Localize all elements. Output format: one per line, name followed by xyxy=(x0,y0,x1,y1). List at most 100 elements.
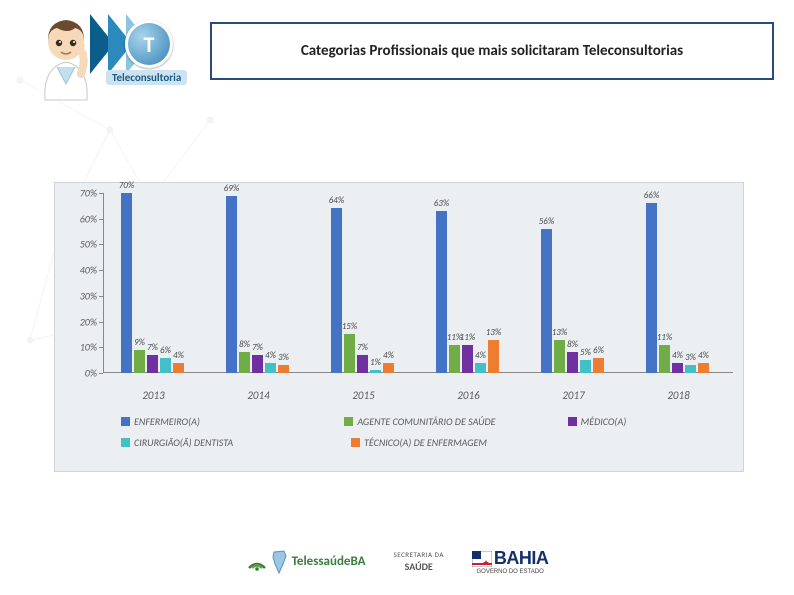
footer-logo-bahia: BAHIA GOVERNO DO ESTADO xyxy=(472,548,549,575)
bar-value-label: 56% xyxy=(539,216,555,227)
brand-label: Teleconsultoria xyxy=(106,70,187,85)
bar xyxy=(685,365,696,373)
legend-label: MÉDICO(A) xyxy=(581,415,627,428)
bar xyxy=(160,358,171,373)
y-tick xyxy=(99,244,103,245)
y-tick-label: 20% xyxy=(57,315,97,328)
plot-area: 0%10%20%30%40%50%60%70%201370%9%7%6%4%20… xyxy=(103,193,733,373)
legend-swatch xyxy=(344,417,353,426)
x-axis xyxy=(103,372,733,373)
legend-swatch xyxy=(121,438,130,447)
legend: ENFERMEIRO(A) AGENTE COMUNITÁRIO DE SAÚDE… xyxy=(121,415,761,457)
legend-item: CIRURGIÃO(Ã) DENTISTA xyxy=(121,436,321,449)
y-tick xyxy=(99,193,103,194)
doctor-avatar-icon xyxy=(35,12,97,102)
teleconsultoria-badge-icon: T xyxy=(125,20,173,68)
brand-logo: T Teleconsultoria xyxy=(30,14,230,104)
bar xyxy=(580,360,591,373)
bar xyxy=(488,340,499,373)
y-tick xyxy=(99,296,103,297)
legend-swatch xyxy=(351,438,360,447)
footer-logo-sub: GOVERNO DO ESTADO xyxy=(477,569,544,575)
footer-logo-text: BAHIA xyxy=(494,548,549,569)
badge-letter: T xyxy=(144,31,155,58)
x-category-label: 2013 xyxy=(142,389,164,402)
page-title: Categorias Profissionais que mais solici… xyxy=(301,42,683,60)
bar-value-label: 8% xyxy=(567,339,578,350)
footer-logo-text: TelessaúdeBA xyxy=(292,554,366,569)
footer: TelessaúdeBA SECRETARIA DA SAÚDE BAHIA G… xyxy=(0,548,794,575)
bar xyxy=(357,355,368,373)
bar-value-label: 4% xyxy=(383,350,394,361)
legend-item: AGENTE COMUNITÁRIO DE SAÚDE xyxy=(344,415,537,428)
bar-value-label: 6% xyxy=(160,345,171,356)
bar xyxy=(344,334,355,373)
bar-value-label: 63% xyxy=(434,198,450,209)
bar-value-label: 64% xyxy=(329,195,345,206)
legend-item: TÉCNICO(A) DE ENFERMAGEM xyxy=(351,436,551,449)
bar-value-label: 4% xyxy=(265,350,276,361)
bar xyxy=(252,355,263,373)
bar xyxy=(672,363,683,373)
bar-value-label: 70% xyxy=(119,180,135,191)
y-tick xyxy=(99,219,103,220)
y-tick-label: 50% xyxy=(57,238,97,251)
bar xyxy=(567,352,578,373)
bar xyxy=(475,363,486,373)
bar xyxy=(383,363,394,373)
bar-value-label: 4% xyxy=(672,350,683,361)
legend-swatch xyxy=(568,417,577,426)
y-tick-label: 30% xyxy=(57,289,97,302)
bar-value-label: 7% xyxy=(147,342,158,353)
bar-value-label: 9% xyxy=(134,337,145,348)
legend-item: MÉDICO(A) xyxy=(568,415,761,428)
y-tick xyxy=(99,347,103,348)
bar-value-label: 7% xyxy=(357,342,368,353)
wifi-icon xyxy=(246,551,268,573)
bar xyxy=(593,358,604,373)
legend-label: AGENTE COMUNITÁRIO DE SAÚDE xyxy=(357,415,495,428)
legend-item: ENFERMEIRO(A) xyxy=(121,415,314,428)
bar xyxy=(121,193,132,373)
bar-value-label: 4% xyxy=(698,350,709,361)
bar xyxy=(278,365,289,373)
bar-value-label: 4% xyxy=(173,350,184,361)
bar xyxy=(646,203,657,373)
y-axis xyxy=(103,193,104,373)
legend-label: TÉCNICO(A) DE ENFERMAGEM xyxy=(364,436,487,449)
y-tick-label: 10% xyxy=(57,341,97,354)
y-tick xyxy=(99,270,103,271)
bar-value-label: 11% xyxy=(460,332,476,343)
bar-value-label: 1% xyxy=(370,357,381,368)
bar xyxy=(659,345,670,373)
map-icon xyxy=(272,550,288,574)
bar-value-label: 69% xyxy=(224,183,240,194)
title-box: Categorias Profissionais que mais solici… xyxy=(210,22,774,80)
bar xyxy=(239,352,250,373)
y-tick xyxy=(99,373,103,374)
y-tick xyxy=(99,322,103,323)
x-category-label: 2018 xyxy=(667,389,689,402)
bar-value-label: 13% xyxy=(486,327,502,338)
bar xyxy=(370,370,381,373)
bar-value-label: 5% xyxy=(580,347,591,358)
x-category-label: 2016 xyxy=(457,389,479,402)
bar-value-label: 4% xyxy=(475,350,486,361)
bar-value-label: 11% xyxy=(657,332,673,343)
bar xyxy=(147,355,158,373)
footer-logo-telessaude: TelessaúdeBA xyxy=(246,550,366,574)
x-category-label: 2017 xyxy=(562,389,584,402)
y-tick-label: 0% xyxy=(57,367,97,380)
bar-value-label: 7% xyxy=(252,342,263,353)
bar xyxy=(331,208,342,373)
y-tick-label: 40% xyxy=(57,264,97,277)
bar xyxy=(462,345,473,373)
y-tick-label: 70% xyxy=(57,187,97,200)
footer-text: SECRETARIA DA xyxy=(394,551,444,558)
bar-value-label: 66% xyxy=(644,190,660,201)
x-category-label: 2015 xyxy=(352,389,374,402)
bar xyxy=(436,211,447,373)
bar-value-label: 8% xyxy=(239,339,250,350)
bar xyxy=(173,363,184,373)
bar-value-label: 3% xyxy=(278,352,289,363)
